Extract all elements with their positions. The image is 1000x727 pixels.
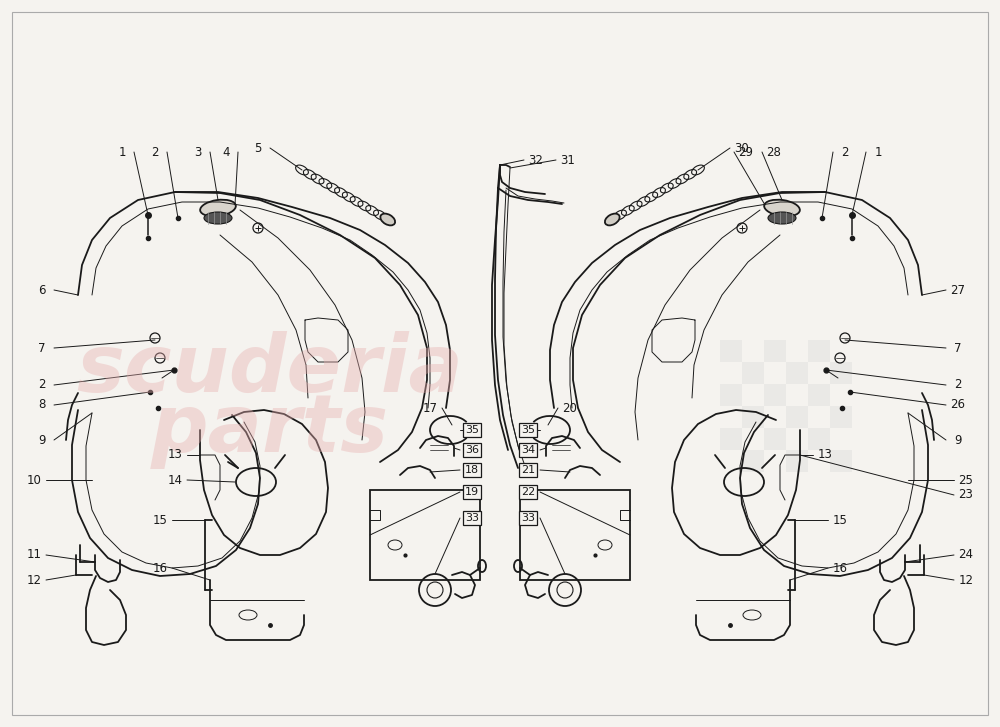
- Text: 29: 29: [738, 145, 754, 158]
- Text: 13: 13: [168, 449, 182, 462]
- Bar: [786, 406, 808, 428]
- Bar: [764, 384, 786, 406]
- Text: 16: 16: [152, 561, 168, 574]
- Text: 33: 33: [465, 513, 479, 523]
- Text: 11: 11: [26, 548, 42, 561]
- Text: 1: 1: [118, 145, 126, 158]
- Text: 5: 5: [254, 142, 262, 155]
- Text: 7: 7: [38, 342, 46, 355]
- Text: 14: 14: [168, 473, 182, 486]
- Bar: [808, 340, 830, 362]
- Bar: [764, 340, 786, 362]
- Text: 22: 22: [521, 487, 535, 497]
- Text: 4: 4: [222, 145, 230, 158]
- Bar: [720, 428, 742, 450]
- Text: 8: 8: [38, 398, 46, 411]
- Text: 15: 15: [153, 513, 167, 526]
- Text: 30: 30: [735, 142, 749, 155]
- Text: 7: 7: [954, 342, 962, 355]
- Ellipse shape: [605, 214, 620, 225]
- Bar: [808, 428, 830, 450]
- Bar: [808, 384, 830, 406]
- Text: 19: 19: [465, 487, 479, 497]
- Text: 34: 34: [521, 445, 535, 455]
- Text: 27: 27: [950, 284, 966, 297]
- Text: 25: 25: [959, 473, 973, 486]
- Text: 2: 2: [841, 145, 849, 158]
- Text: 36: 36: [465, 445, 479, 455]
- Ellipse shape: [764, 200, 800, 217]
- Text: parts: parts: [151, 391, 389, 469]
- Text: 2: 2: [151, 145, 159, 158]
- Bar: [520, 490, 630, 580]
- Text: 9: 9: [954, 433, 962, 446]
- Text: 33: 33: [521, 513, 535, 523]
- Text: 35: 35: [465, 425, 479, 435]
- Bar: [370, 490, 480, 580]
- Text: 9: 9: [38, 433, 46, 446]
- Text: 20: 20: [563, 401, 577, 414]
- Text: 6: 6: [38, 284, 46, 297]
- Text: 2: 2: [954, 379, 962, 392]
- Bar: [742, 450, 764, 472]
- Bar: [720, 340, 742, 362]
- Text: 21: 21: [521, 465, 535, 475]
- Bar: [742, 362, 764, 384]
- Text: 35: 35: [521, 425, 535, 435]
- Text: 23: 23: [959, 489, 973, 502]
- Bar: [786, 450, 808, 472]
- Text: 17: 17: [422, 401, 438, 414]
- Text: 12: 12: [958, 574, 974, 587]
- Text: 32: 32: [529, 153, 543, 166]
- Ellipse shape: [380, 214, 395, 225]
- Text: 10: 10: [27, 473, 41, 486]
- Text: 3: 3: [194, 145, 202, 158]
- Text: 18: 18: [465, 465, 479, 475]
- Bar: [720, 384, 742, 406]
- Bar: [764, 428, 786, 450]
- Text: 28: 28: [767, 145, 781, 158]
- Bar: [830, 450, 852, 472]
- Text: 1: 1: [874, 145, 882, 158]
- Text: 13: 13: [818, 449, 832, 462]
- Text: 12: 12: [26, 574, 42, 587]
- Text: 24: 24: [958, 548, 974, 561]
- Bar: [830, 406, 852, 428]
- Text: 2: 2: [38, 379, 46, 392]
- Bar: [786, 362, 808, 384]
- Text: 31: 31: [561, 153, 575, 166]
- Text: 16: 16: [832, 561, 848, 574]
- Text: 15: 15: [833, 513, 847, 526]
- Text: 26: 26: [950, 398, 966, 411]
- Ellipse shape: [200, 200, 236, 217]
- Bar: [830, 362, 852, 384]
- Ellipse shape: [768, 212, 796, 224]
- Ellipse shape: [204, 212, 232, 224]
- Bar: [742, 406, 764, 428]
- Text: scuderia: scuderia: [77, 331, 463, 409]
